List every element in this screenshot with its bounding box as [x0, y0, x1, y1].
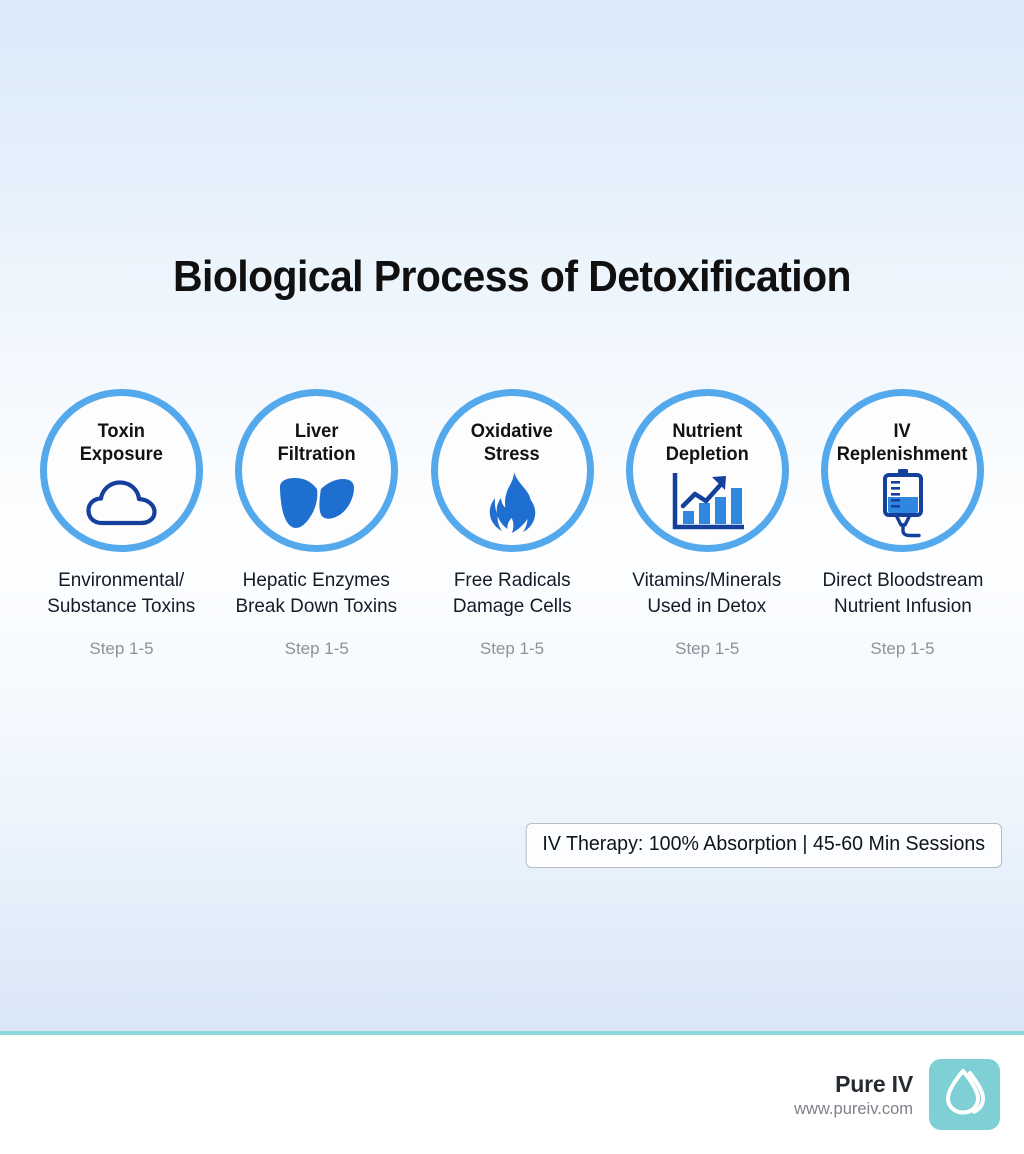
- step-index-label: Step 1-5: [870, 639, 935, 659]
- iv-therapy-callout: IV Therapy: 100% Absorption | 45-60 Min …: [525, 823, 1002, 868]
- process-steps-row: Toxin Exposure Environmental/ Substance …: [24, 389, 1000, 659]
- step-title-line1: Toxin: [97, 421, 146, 442]
- step-title-line1: Nutrient: [672, 421, 743, 442]
- step-title-line1: IV: [893, 421, 912, 442]
- step-title: Oxidative Stress: [471, 420, 553, 466]
- process-step-nutrient-depletion: Nutrient Depletion: [610, 389, 805, 659]
- step-caption: Hepatic Enzymes Break Down Toxins: [236, 568, 398, 619]
- step-index-label: Step 1-5: [479, 639, 545, 659]
- step-caption: Direct Bloodstream Nutrient Infusion: [822, 568, 983, 619]
- process-step-iv-replenishment: IV Replenishment: [805, 389, 1000, 659]
- brand-url[interactable]: www.pureiv.com: [794, 1099, 913, 1118]
- step-title-line2: Filtration: [277, 444, 356, 466]
- iv-bag-icon: [875, 469, 931, 538]
- liver-icon: [277, 472, 357, 534]
- cloud-icon: [85, 472, 158, 534]
- brand-name: Pure IV: [835, 1070, 913, 1097]
- step-caption-line2: Damage Cells: [452, 594, 572, 617]
- flame-icon: [485, 472, 539, 534]
- step-index-label: Step 1-5: [89, 639, 154, 659]
- step-caption-line2: Used in Detox: [647, 594, 767, 617]
- footer-divider: [0, 1031, 1024, 1035]
- step-caption-line2: Substance Toxins: [47, 594, 196, 617]
- step-caption-line1: Hepatic Enzymes: [243, 569, 391, 591]
- process-step-oxidative-stress: Oxidative Stress Free Radicals Damage Ce…: [415, 389, 610, 659]
- brand-logo: [929, 1059, 1000, 1130]
- step-caption: Environmental/ Substance Toxins: [48, 568, 196, 619]
- water-droplet-icon: [942, 1067, 988, 1122]
- step-circle: Toxin Exposure: [40, 389, 203, 552]
- infographic-canvas: Biological Process of Detoxification Tox…: [0, 0, 1024, 1031]
- step-caption-line1: Vitamins/Minerals: [632, 569, 782, 591]
- brand-text-block: Pure IV www.pureiv.com: [794, 1071, 913, 1119]
- step-caption: Vitamins/Minerals Used in Detox: [633, 568, 782, 619]
- step-title: IV Replenishment: [837, 420, 968, 466]
- step-title-line1: Liver: [294, 421, 339, 442]
- process-step-liver-filtration: Liver Filtration Hepatic Enzymes Break D…: [219, 389, 414, 659]
- step-title: Toxin Exposure: [80, 420, 163, 466]
- step-index-label: Step 1-5: [675, 639, 740, 659]
- step-index-label: Step 1-5: [284, 639, 349, 659]
- bar-chart-growth-icon: [670, 472, 745, 534]
- step-title-line2: Stress: [484, 444, 540, 466]
- step-circle: Nutrient Depletion: [625, 389, 789, 552]
- step-caption: Free Radicals Damage Cells: [453, 568, 572, 619]
- step-caption-line1: Environmental/: [58, 569, 185, 591]
- process-step-toxin-exposure: Toxin Exposure Environmental/ Substance …: [24, 389, 219, 659]
- step-title-line2: Depletion: [665, 444, 749, 466]
- step-title-line1: Oxidative: [470, 421, 554, 442]
- step-circle: Oxidative Stress: [430, 389, 594, 552]
- brand-footer: Pure IV www.pureiv.com: [0, 1035, 1024, 1154]
- step-caption-line2: Break Down Toxins: [235, 594, 398, 617]
- step-circle: Liver Filtration: [235, 389, 399, 552]
- step-title-line2: Replenishment: [837, 444, 968, 466]
- step-caption-line1: Direct Bloodstream: [822, 569, 983, 591]
- page-title: Biological Process of Detoxification: [173, 252, 852, 301]
- step-title: Liver Filtration: [278, 420, 356, 466]
- step-circle: IV Replenishment: [821, 389, 984, 552]
- step-caption-line2: Nutrient Infusion: [833, 594, 972, 617]
- step-caption-line1: Free Radicals: [453, 569, 571, 591]
- step-title-line2: Exposure: [79, 444, 164, 466]
- step-title: Nutrient Depletion: [666, 420, 749, 466]
